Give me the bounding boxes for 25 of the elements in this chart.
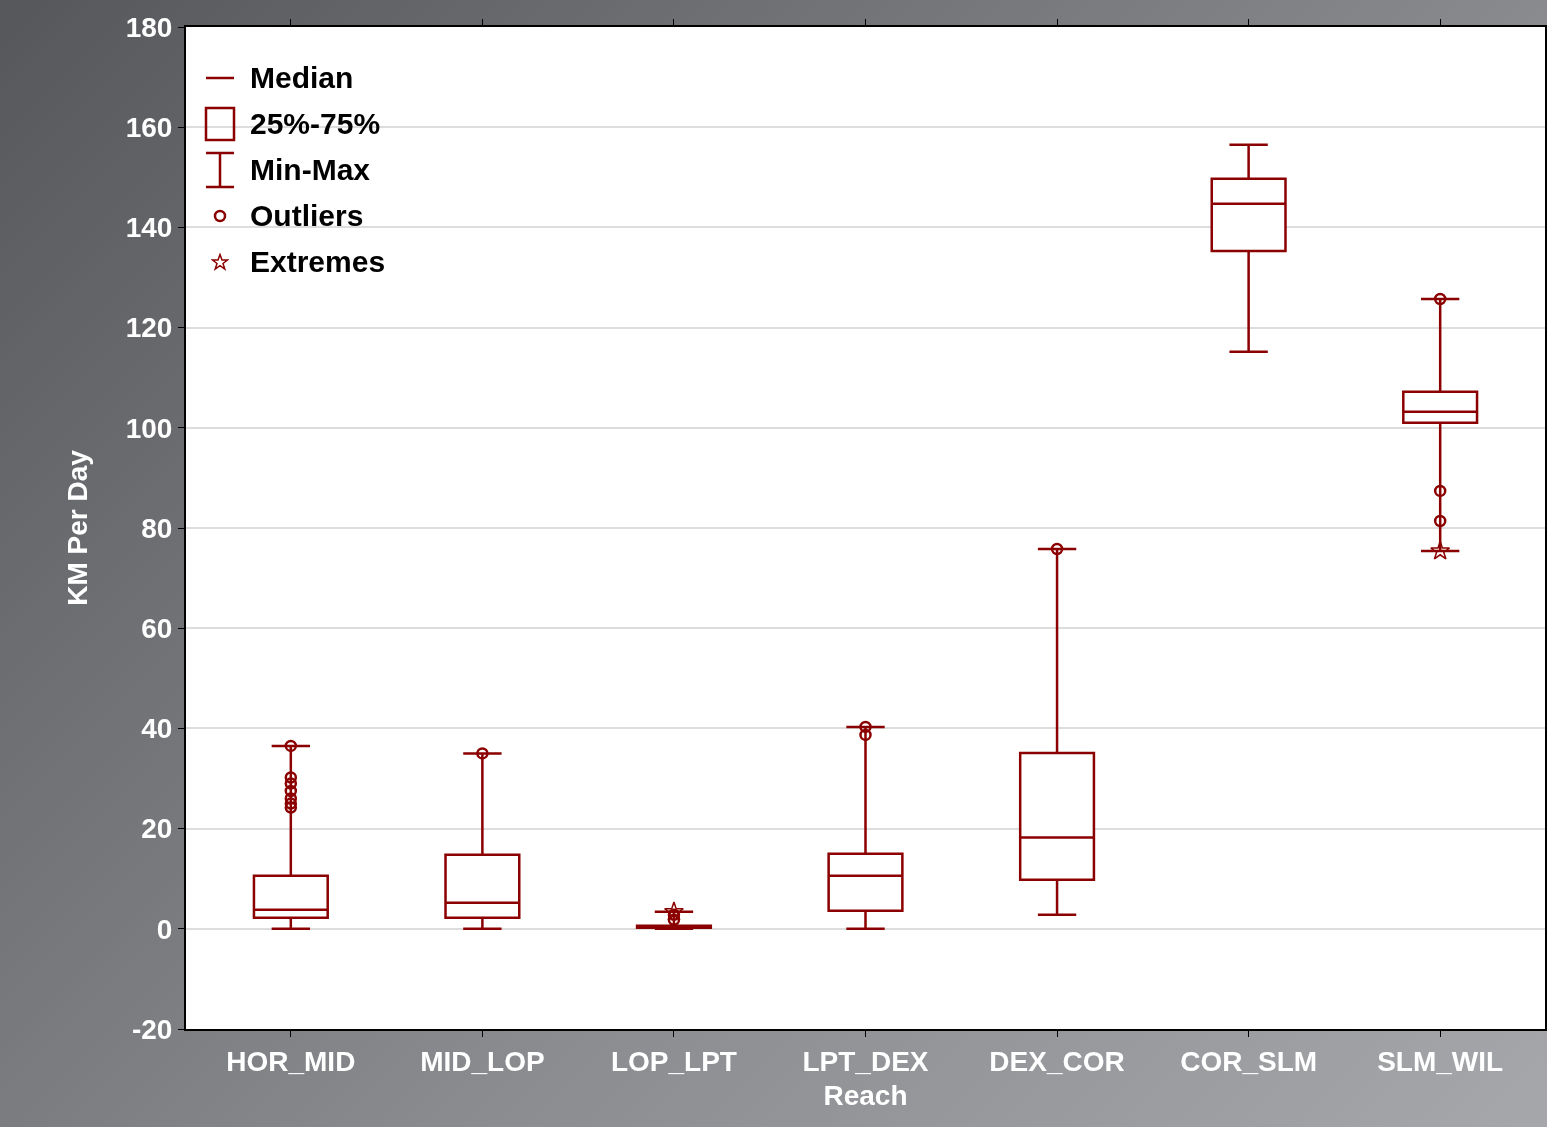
y-tick-label: 0 xyxy=(156,913,173,945)
x-tick-label: SLM_WIL xyxy=(1377,1045,1504,1077)
y-tick-label: 40 xyxy=(141,713,173,745)
x-axis-title: Reach xyxy=(823,1080,908,1112)
x-tick-label: HOR_MID xyxy=(226,1045,356,1077)
x-tick-label: DEX_COR xyxy=(989,1045,1125,1077)
y-tick-label: 100 xyxy=(125,412,173,444)
y-tick-label: 120 xyxy=(125,312,173,344)
y-tick-label: 20 xyxy=(141,813,173,845)
annotation: Median xyxy=(250,61,354,95)
x-tick-label: LPT_DEX xyxy=(802,1045,929,1077)
x-tick-label: LOP_LPT xyxy=(610,1045,737,1077)
annotation: Min-Max xyxy=(250,153,370,187)
legend-label: Extremes xyxy=(250,245,386,279)
y-tick-label: 160 xyxy=(125,112,173,143)
y-tick-label: 140 xyxy=(125,212,173,244)
annotation: 25%-75% xyxy=(250,107,381,141)
y-tick-label: 180 xyxy=(125,11,173,43)
y-tick-label: 80 xyxy=(141,512,173,544)
y-tick-label: 60 xyxy=(141,613,173,644)
y-tick-label: -20 xyxy=(131,1013,173,1045)
x-tick-label: COR_SLM xyxy=(1180,1045,1318,1077)
x-tick-label: MID_LOP xyxy=(420,1045,545,1077)
annotation: Outliers xyxy=(250,199,364,233)
y-axis-title: KM Per Day xyxy=(61,449,93,606)
